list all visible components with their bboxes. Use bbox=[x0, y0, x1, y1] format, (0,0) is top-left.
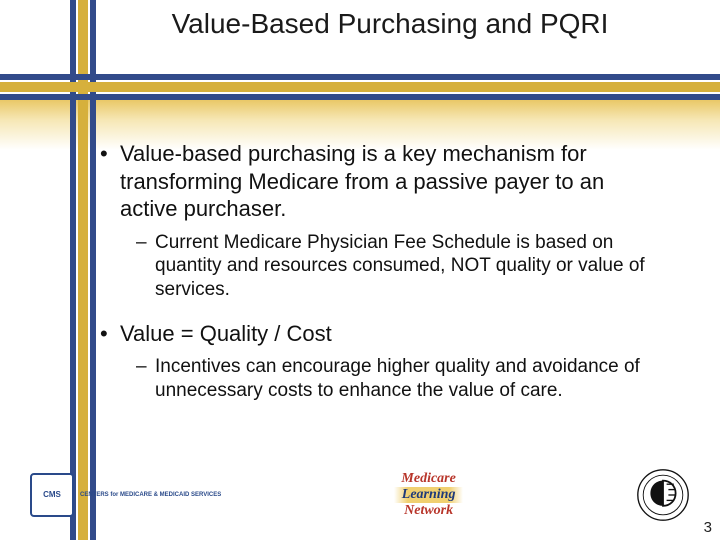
sub-bullet-2: Incentives can encourage higher quality … bbox=[100, 355, 665, 403]
horizontal-bar-gold bbox=[0, 82, 720, 92]
bullet-2: Value = Quality / Cost bbox=[100, 320, 665, 348]
vertical-bar-gold bbox=[78, 0, 88, 540]
horizontal-bar-blue-top bbox=[0, 74, 720, 80]
logo-row: CMS CENTERS for MEDICARE & MEDICAID SERV… bbox=[30, 468, 690, 522]
vertical-bar-blue-right bbox=[90, 0, 96, 540]
horizontal-bar-blue-bottom bbox=[0, 94, 720, 100]
bullet-1: Value-based purchasing is a key mechanis… bbox=[100, 140, 665, 223]
mln-logo-line2: Learning bbox=[394, 487, 464, 503]
slide-title: Value-Based Purchasing and PQRI bbox=[120, 8, 660, 40]
slide-content: Value-based purchasing is a key mechanis… bbox=[100, 140, 665, 421]
mln-logo-line3: Network bbox=[394, 503, 464, 519]
vertical-bar-blue-left bbox=[70, 0, 76, 540]
mln-logo: Medicare Learning Network bbox=[394, 471, 464, 519]
cms-logo-text: CENTERS for MEDICARE & MEDICAID SERVICES bbox=[80, 492, 221, 499]
cms-logo-mark: CMS bbox=[30, 473, 74, 517]
mln-logo-line1: Medicare bbox=[394, 471, 464, 487]
page-number: 3 bbox=[704, 519, 712, 536]
hhs-seal-icon bbox=[636, 468, 690, 522]
sub-bullet-1: Current Medicare Physician Fee Schedule … bbox=[100, 231, 665, 302]
cms-logo: CMS CENTERS for MEDICARE & MEDICAID SERV… bbox=[30, 473, 221, 517]
